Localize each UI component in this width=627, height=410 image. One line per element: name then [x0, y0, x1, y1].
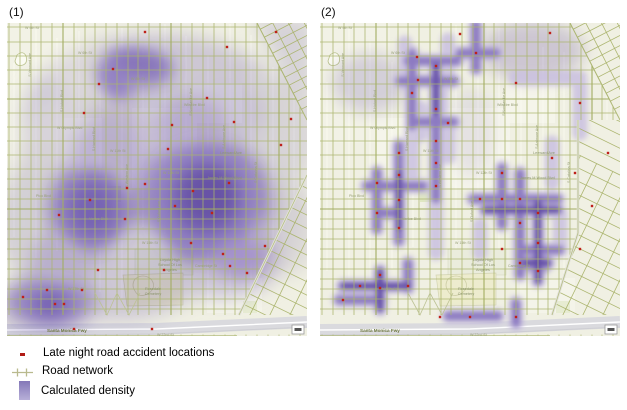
svg-text:Pico Blvd: Pico Blvd — [349, 194, 364, 198]
svg-text:School Of Los: School Of Los — [158, 263, 182, 267]
svg-text:S Western Ave: S Western Ave — [125, 164, 129, 188]
svg-text:W Olympic Blvd: W Olympic Blvd — [57, 126, 82, 130]
svg-text:James M Wood Blvd: James M Wood Blvd — [207, 176, 242, 180]
svg-text:W 6th St: W 6th St — [78, 51, 92, 55]
svg-text:Santa Monica Fwy: Santa Monica Fwy — [47, 328, 87, 333]
svg-text:Santa Monica Fwy: Santa Monica Fwy — [360, 328, 400, 333]
svg-text:W 17th St: W 17th St — [68, 287, 84, 291]
svg-text:James M Wood Blvd: James M Wood Blvd — [520, 176, 555, 180]
svg-text:Leeward Ave: Leeward Ave — [220, 151, 242, 155]
svg-text:S Harvard Blvd: S Harvard Blvd — [92, 127, 96, 151]
svg-text:W 17th St: W 17th St — [381, 287, 397, 291]
svg-text:S Vermont Ave: S Vermont Ave — [341, 53, 345, 77]
svg-text:S Ardmore Ave: S Ardmore Ave — [222, 125, 226, 149]
svg-text:W 15th St: W 15th St — [142, 241, 158, 245]
svg-text:Pico Blvd: Pico Blvd — [36, 194, 51, 198]
svg-text:S Harvard Blvd: S Harvard Blvd — [405, 127, 409, 151]
svg-text:Angeles: Angeles — [476, 268, 490, 272]
svg-text:S Vermont Ave: S Vermont Ave — [28, 53, 32, 77]
svg-text:S Catalina St: S Catalina St — [567, 162, 571, 183]
svg-text:Wilshire Blvd: Wilshire Blvd — [497, 103, 518, 107]
svg-text:W 15th St: W 15th St — [455, 241, 471, 245]
svg-text:W 22nd St: W 22nd St — [157, 333, 174, 336]
svg-text:W 8th St: W 8th St — [444, 77, 458, 81]
svg-text:School Of Los: School Of Los — [471, 263, 495, 267]
svg-text:Leeward Ave: Leeward Ave — [533, 151, 555, 155]
svg-text:S Oxford Ave: S Oxford Ave — [470, 201, 474, 222]
svg-text:Angeles: Angeles — [163, 268, 177, 272]
svg-text:Loyola High: Loyola High — [160, 258, 180, 262]
svg-text:W Olympic Blvd: W Olympic Blvd — [370, 126, 395, 130]
svg-text:W 6th St: W 6th St — [391, 51, 405, 55]
svg-text:S Normandie Ave: S Normandie Ave — [189, 88, 193, 116]
svg-text:Cemetery: Cemetery — [145, 292, 162, 296]
svg-text:S Normandie Ave: S Normandie Ave — [502, 88, 506, 116]
svg-text:Venice Blvd: Venice Blvd — [402, 217, 421, 221]
svg-text:Cambridge St: Cambridge St — [195, 264, 217, 268]
svg-text:W 12th St: W 12th St — [476, 171, 492, 175]
svg-text:Cemetery: Cemetery — [458, 292, 475, 296]
svg-text:W 8th St: W 8th St — [131, 77, 145, 81]
svg-text:W 12th St: W 12th St — [163, 171, 179, 175]
svg-text:W 4th St: W 4th St — [25, 26, 39, 30]
svg-text:S Hobart Blvd: S Hobart Blvd — [373, 90, 377, 112]
svg-text:S Catalina St: S Catalina St — [254, 162, 258, 183]
svg-text:W 4th St: W 4th St — [338, 26, 352, 30]
svg-text:S Ardmore Ave: S Ardmore Ave — [535, 125, 539, 149]
svg-text:S Oxford Ave: S Oxford Ave — [157, 201, 161, 222]
svg-text:Loyola High: Loyola High — [473, 258, 493, 262]
svg-text:S Western Ave: S Western Ave — [438, 164, 442, 188]
svg-text:Cambridge St: Cambridge St — [508, 264, 530, 268]
svg-text:Venice Blvd: Venice Blvd — [89, 217, 108, 221]
svg-text:W 11th St: W 11th St — [110, 149, 126, 153]
svg-text:Rosedale: Rosedale — [458, 287, 474, 291]
svg-text:W 11th St: W 11th St — [423, 149, 439, 153]
svg-text:Rosedale: Rosedale — [145, 287, 161, 291]
svg-text:S Hobart Blvd: S Hobart Blvd — [60, 90, 64, 112]
svg-text:Wilshire Blvd: Wilshire Blvd — [184, 103, 205, 107]
svg-text:W 22nd St: W 22nd St — [470, 333, 487, 336]
